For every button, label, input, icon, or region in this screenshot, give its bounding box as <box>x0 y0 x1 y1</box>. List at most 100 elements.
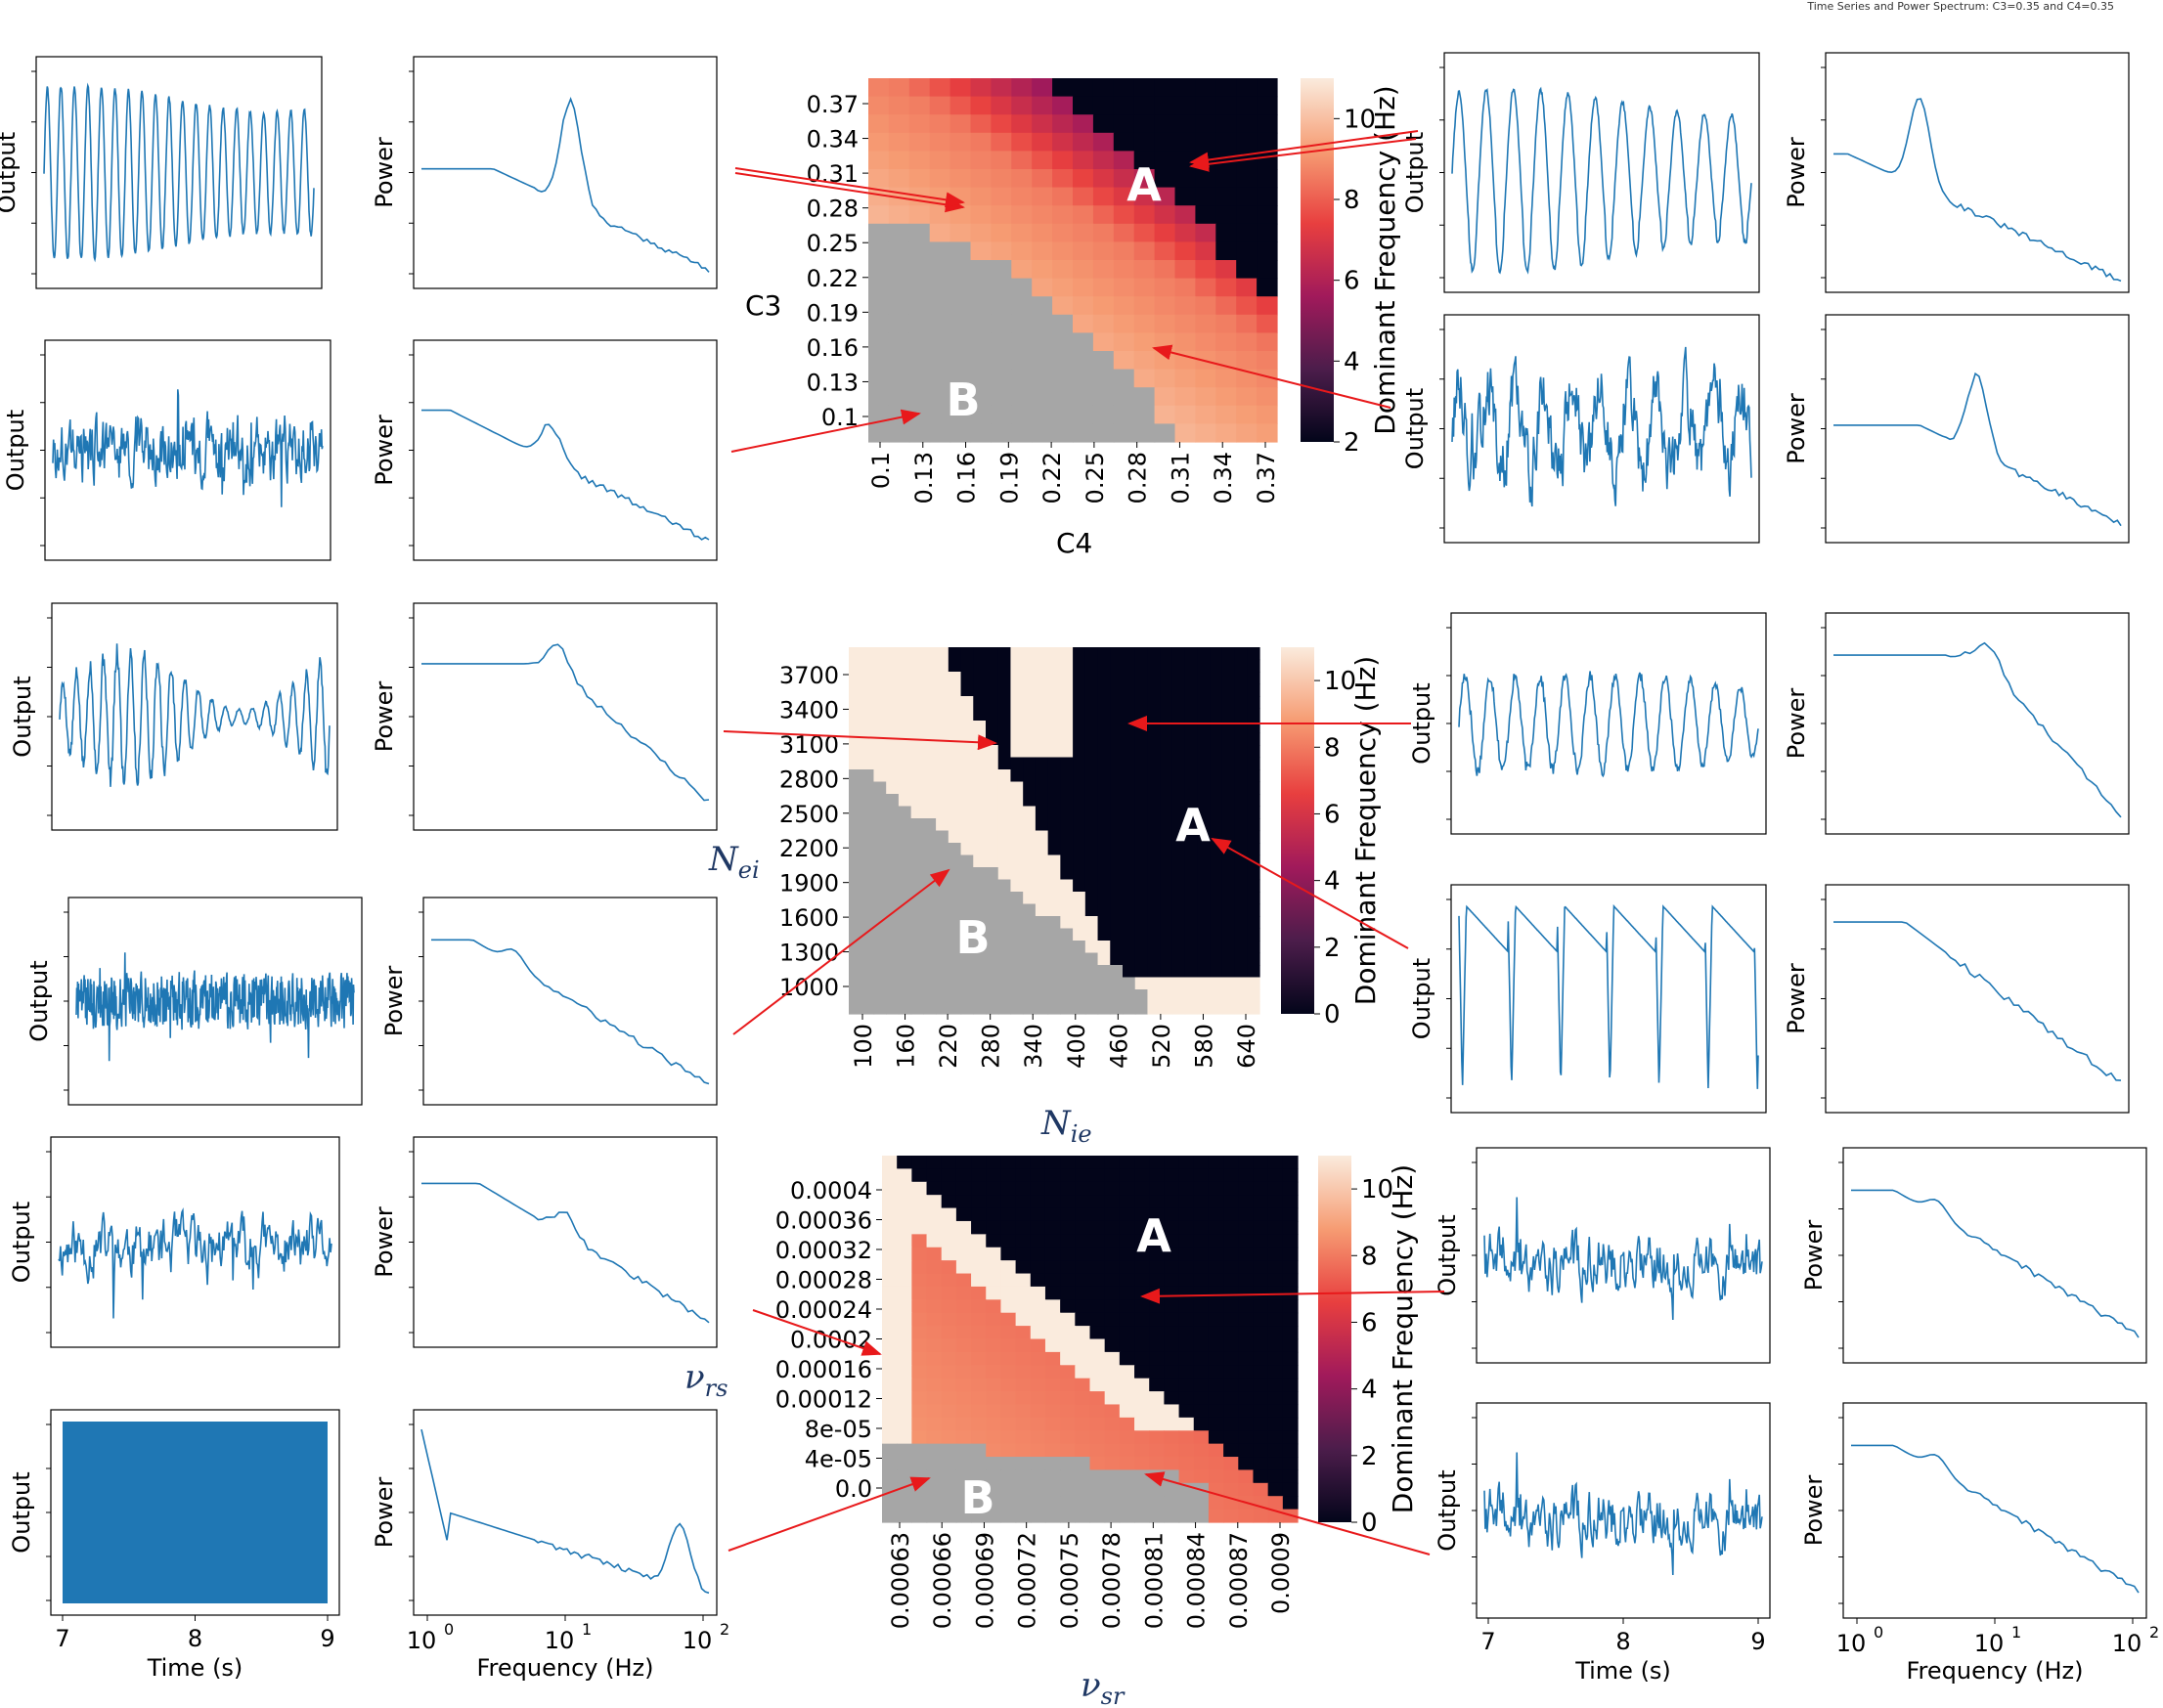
heatmap-c3-c4-cell <box>949 223 972 242</box>
heatmap-vrs-vsr-region-a: A <box>1136 1209 1171 1262</box>
heatmap-nei-nie-cell <box>1073 989 1086 1003</box>
heatmap-vrs-vsr-cell <box>1044 1391 1061 1406</box>
heatmap-nei-nie-cell <box>1073 879 1086 893</box>
heatmap-c3-c4-cell <box>1032 223 1053 242</box>
heatmap-vrs-vsr-cell <box>955 1312 972 1327</box>
heatmap-c3-c4-cell <box>1257 332 1278 352</box>
heatmap-c3-c4-cell <box>1133 278 1156 297</box>
heatmap-vrs-vsr-cell <box>1119 1457 1135 1471</box>
heatmap-nei-nie-cell <box>960 952 974 966</box>
heatmap-nei-nie-cell <box>1197 696 1211 710</box>
heatmap-nei-nie-cell <box>960 989 974 1003</box>
heatmap-nei-nie-cell <box>1184 781 1198 795</box>
heatmap-nei-nie-cell <box>1247 806 1260 819</box>
heatmap-nei-nie-cell <box>873 867 887 881</box>
heatmap-nei-nie-cell <box>1134 903 1149 917</box>
heatmap-c3-c4-cell <box>1174 423 1196 443</box>
heatmap-vrs-vsr-cell <box>897 1156 912 1169</box>
heatmap-vrs-vsr-cell <box>1134 1156 1150 1169</box>
heatmap-nei-nie-cell <box>1035 732 1049 746</box>
heatmap-vrs-vsr-cell <box>986 1404 1002 1419</box>
heatmap-nei-nie-cell <box>1073 708 1086 722</box>
heatmap-vrs-vsr-xtick-label: 0.00087 <box>1225 1532 1253 1629</box>
heatmap-nei-nie-cell <box>948 867 962 881</box>
heatmap-vrs-vsr-ytick-label: 8e-05 <box>805 1416 872 1443</box>
heatmap-nei-nie-cell <box>1010 989 1024 1003</box>
heatmap-nei-nie-cell <box>936 965 949 979</box>
heatmap-nei-nie-cell <box>986 928 999 942</box>
heatmap-c3-c4-cell <box>908 296 931 316</box>
heatmap-vrs-vsr-cell <box>971 1156 987 1169</box>
heatmap-vrs-vsr-cell <box>986 1509 1002 1523</box>
heatmap-vrs-vsr-cell <box>1223 1351 1239 1366</box>
heatmap-c3-c4-cell <box>1032 187 1053 206</box>
heatmap-nei-nie-cell <box>1134 854 1149 868</box>
heatmap-vrs-vsr-cell <box>1104 1312 1121 1327</box>
heatmap-vrs-vsr-cell <box>955 1430 972 1445</box>
heatmap-vrs-vsr-cell <box>1119 1234 1135 1248</box>
heatmap-vrs-vsr-cell <box>941 1351 957 1366</box>
heatmap-nei-nie-cell <box>1010 659 1024 673</box>
heatmap-c3-c4-cell <box>1195 78 1216 98</box>
heatmap-vrs-vsr-cell <box>897 1351 912 1366</box>
heatmap-nei-nie-cell <box>1210 843 1223 856</box>
ts-right-5-trace <box>1483 1197 1763 1321</box>
heatmap-nei-nie-cell <box>1210 941 1223 954</box>
heatmap-vrs-vsr-cell <box>1060 1351 1076 1366</box>
heatmap-c3-c4-cell <box>1154 387 1176 407</box>
heatmap-nei-nie-cell <box>1134 892 1149 905</box>
heatmap-nei-nie-cell <box>1221 818 1236 832</box>
heatmap-vrs-vsr-colorbar-tick-label: 10 <box>1361 1175 1393 1204</box>
heatmap-vrs-vsr-cell <box>971 1430 987 1445</box>
heatmap-vrs-vsr-cell <box>1134 1220 1150 1235</box>
ts-right-6-ylabel: Output <box>1434 1469 1461 1551</box>
heatmap-vrs-vsr-ytick-label: 0.0004 <box>790 1177 872 1204</box>
heatmap-vrs-vsr-cell <box>1015 1207 1032 1222</box>
heatmap-c3-c4-xtick-label: 0.34 <box>1210 452 1237 504</box>
heatmap-vrs-vsr-cell <box>1075 1247 1091 1261</box>
heatmap-vrs-vsr-cell <box>1164 1181 1180 1196</box>
heatmap-vrs-vsr-cell <box>1075 1195 1091 1209</box>
heatmap-nei-nie-cell <box>1247 928 1260 942</box>
heatmap-c3-c4-cell <box>868 114 890 134</box>
heatmap-nei-nie-cell <box>936 941 949 954</box>
heatmap-c3-c4-cell <box>1113 260 1135 280</box>
heatmap-nei-nie-cell <box>1171 769 1186 783</box>
heatmap-c3-c4-cell <box>1133 314 1156 333</box>
heatmap-nei-nie-cell <box>1110 769 1124 783</box>
heatmap-c3-c4-cell <box>1052 278 1074 297</box>
heatmap-vrs-vsr-cell <box>1060 1247 1076 1261</box>
heatmap-nei-nie-cell <box>923 830 937 844</box>
heatmap-nei-nie-cell <box>936 721 949 734</box>
ts-right-4-ylabel: Output <box>1408 958 1435 1039</box>
heatmap-vrs-vsr-cell <box>971 1496 987 1511</box>
heatmap-vrs-vsr-cell <box>1060 1443 1076 1458</box>
heatmap-vrs-vsr-cell <box>1030 1312 1046 1327</box>
ts-left-4: Output <box>25 897 363 1106</box>
heatmap-vrs-vsr-cell <box>1164 1273 1180 1288</box>
red-arrow <box>1140 1288 1445 1304</box>
heatmap-nei-nie-colorbar-tick-label: 2 <box>1324 934 1341 963</box>
heatmap-vrs-vsr-xtick-label: 0.00078 <box>1098 1532 1126 1629</box>
heatmap-nei-nie-cell <box>1097 708 1111 722</box>
heatmap-vrs-vsr-cell <box>955 1286 972 1300</box>
heatmap-nei-nie-cell <box>1147 989 1161 1003</box>
heatmap-nei-nie-cell <box>997 879 1012 893</box>
heatmap-vrs-vsr-cell <box>1044 1286 1061 1300</box>
heatmap-vrs-vsr-cell <box>1149 1247 1165 1261</box>
heatmap-nei-nie-cell <box>1060 965 1074 979</box>
heatmap-nei-nie-cell <box>861 659 875 673</box>
heatmap-nei-nie-cell <box>1160 683 1173 697</box>
heatmap-vrs-vsr-cell <box>941 1378 957 1392</box>
heatmap-nei-nie-cell <box>1221 647 1236 661</box>
ts-right-2-frame <box>1443 314 1760 544</box>
heatmap-nei-nie-cell <box>1171 757 1186 770</box>
heatmap-vrs-vsr-cell <box>1030 1220 1046 1235</box>
heatmap-c3-c4-cell <box>991 405 1012 424</box>
heatmap-vrs-vsr-cell <box>986 1181 1002 1196</box>
heatmap-nei-nie-cell <box>1110 696 1124 710</box>
heatmap-nei-nie-cell <box>1060 781 1074 795</box>
heatmap-c3-c4-cell <box>949 314 972 333</box>
heatmap-nei-nie-cell <box>910 647 924 661</box>
heatmap-vrs-vsr-cell <box>926 1430 943 1445</box>
